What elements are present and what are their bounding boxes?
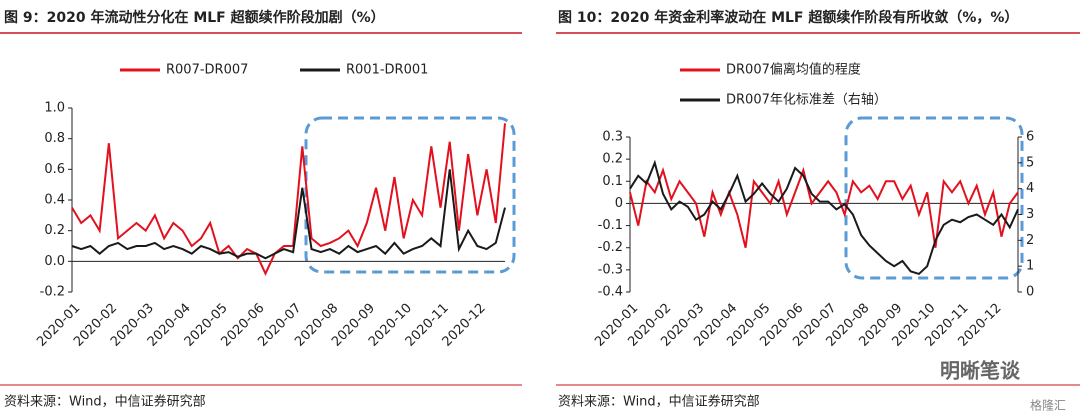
- y-tick-label: 0.8: [44, 131, 65, 146]
- legend-label: R001-DR001: [346, 63, 428, 78]
- chart-title: 图 9：2020 年流动性分化在 MLF 超额续作阶段加剧（%）: [4, 9, 385, 26]
- y-tick-label: 0.6: [44, 162, 65, 177]
- y-tick-label: -0.4: [598, 285, 623, 300]
- y-tick-label: 0.1: [602, 174, 623, 189]
- y2-tick-label: 3: [1026, 207, 1034, 222]
- series-line: [71, 123, 506, 276]
- y-tick-label: 0.0: [44, 254, 65, 269]
- y2-tick-label: 6: [1026, 130, 1034, 145]
- y-tick-label: 0.4: [44, 193, 65, 208]
- legend-label: DR007年化标准差（右轴）: [726, 93, 887, 108]
- series-line: [71, 169, 506, 260]
- watermark: 明晰笔谈: [940, 359, 1021, 383]
- y-tick-label: 0.2: [602, 152, 623, 167]
- y2-tick-label: 1: [1026, 259, 1034, 274]
- highlight-box: [304, 116, 516, 274]
- y-tick-label: 1.0: [44, 101, 65, 116]
- source: 资料来源：Wind，中信证券研究部: [558, 394, 760, 410]
- y-tick-label: -0.2: [598, 240, 623, 255]
- y-tick-label: -0.2: [40, 285, 65, 300]
- series-line: [629, 166, 1019, 248]
- y-tick-label: 0.2: [44, 223, 65, 238]
- watermark: 格隆汇: [1030, 398, 1066, 413]
- y2-tick-label: 5: [1026, 155, 1034, 170]
- chart-title: 图 10：2020 年资金利率波动在 MLF 超额续作阶段有所收敛（%，%）: [558, 9, 1018, 26]
- series-line: [629, 159, 1019, 276]
- y2-tick-label: 0: [1026, 285, 1034, 300]
- highlight-box: [844, 116, 1024, 280]
- legend-label: DR007偏离均值的程度: [726, 62, 861, 78]
- y-tick-label: 0: [615, 196, 623, 211]
- y2-tick-label: 4: [1026, 181, 1034, 196]
- y2-tick-label: 2: [1026, 233, 1034, 248]
- y-tick-label: 0.3: [602, 130, 623, 145]
- y-tick-label: -0.1: [598, 218, 623, 233]
- legend-label: R007-DR007: [166, 63, 248, 78]
- source: 资料来源：Wind，中信证券研究部: [4, 394, 206, 410]
- y-tick-label: -0.3: [598, 262, 623, 277]
